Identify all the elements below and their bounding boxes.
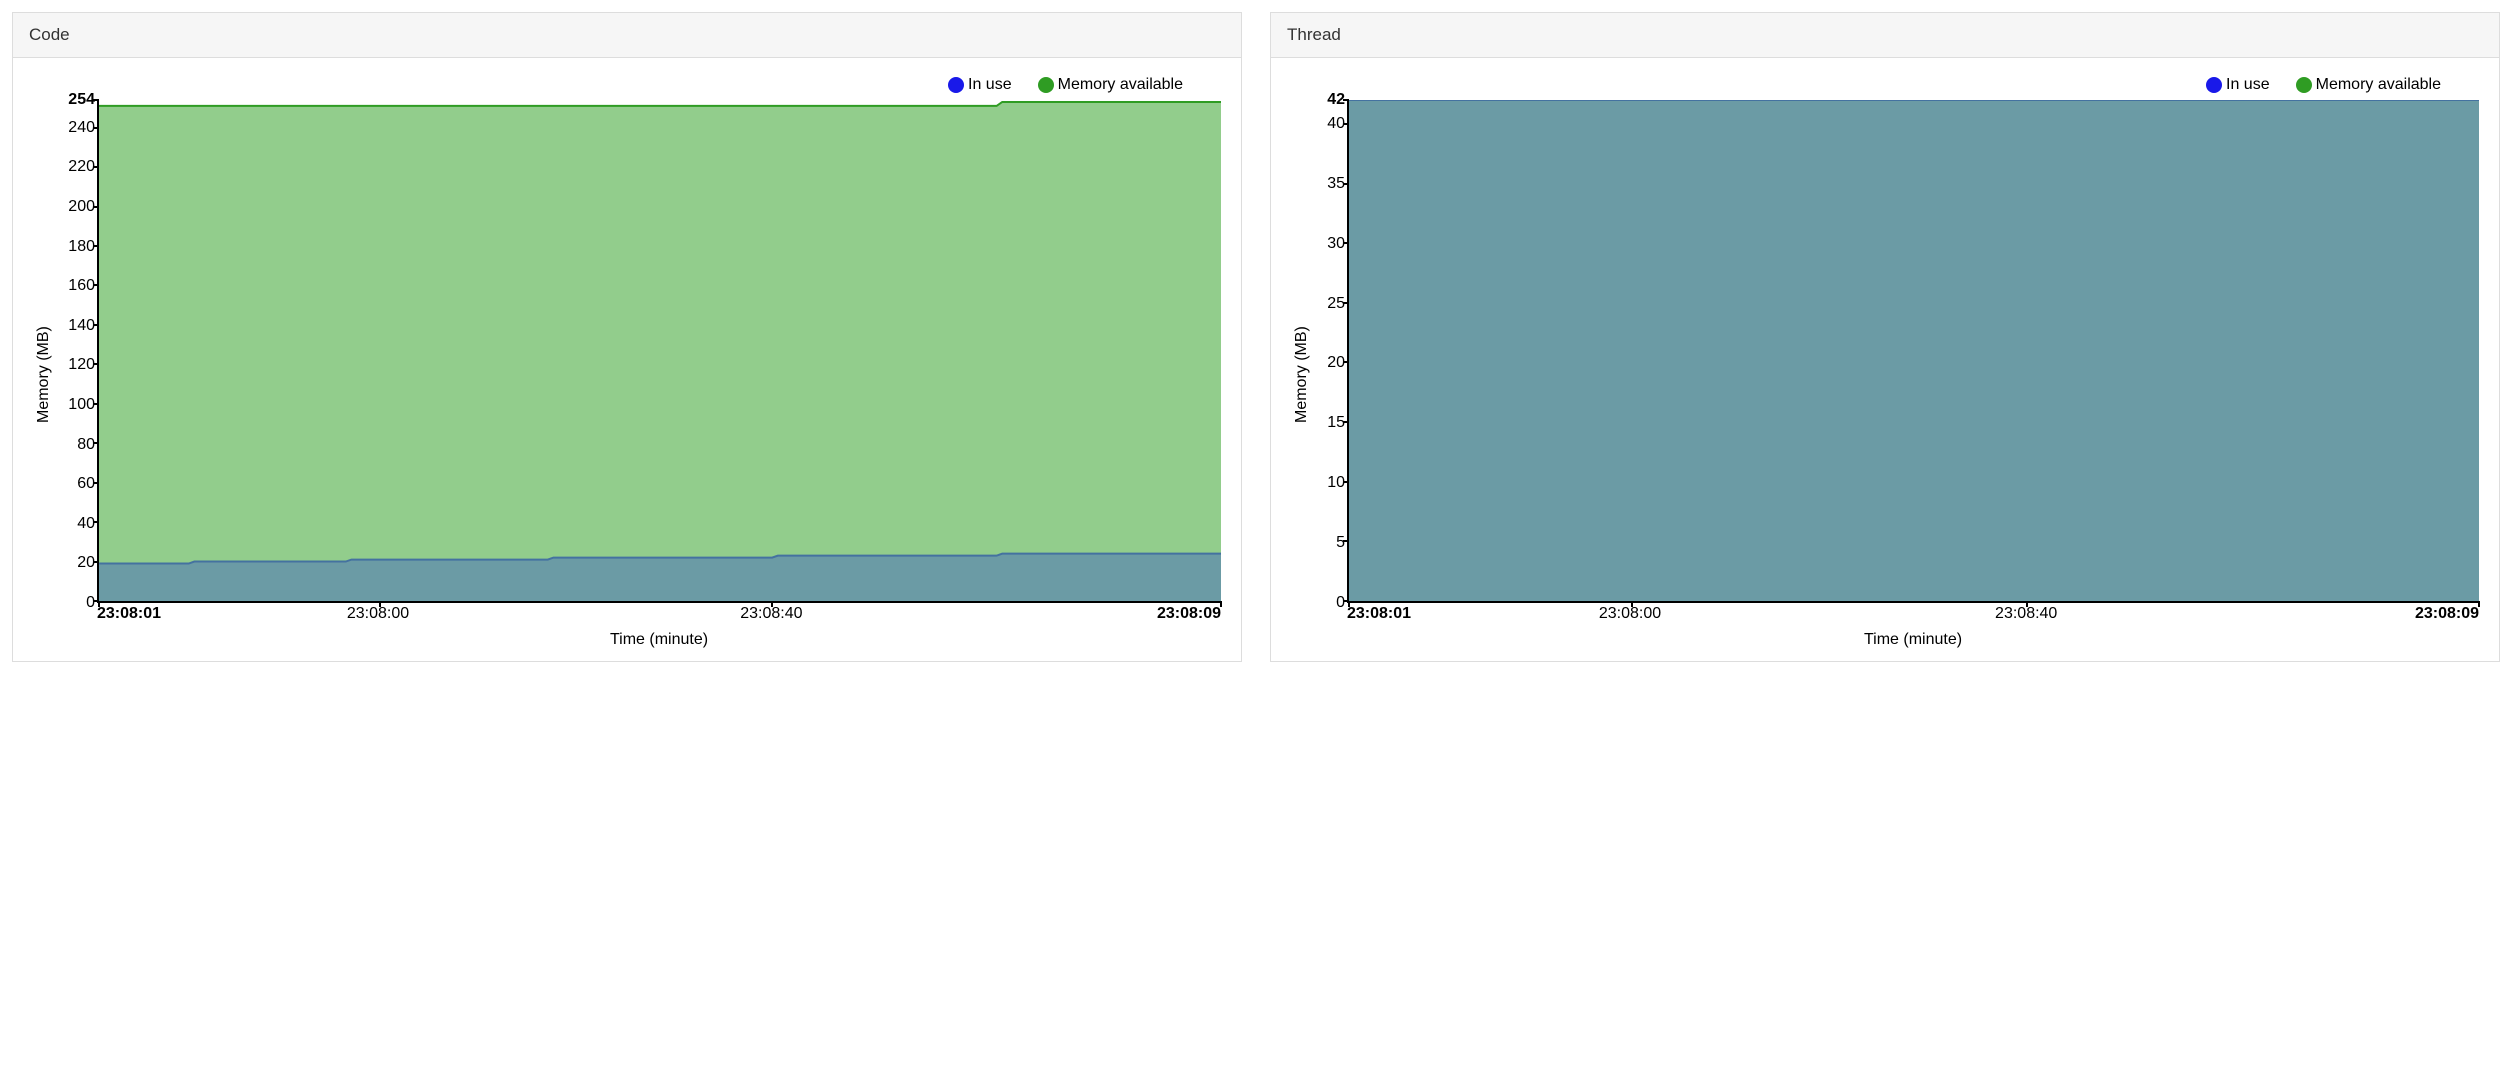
y-tick-label: 160: [68, 278, 95, 294]
x-axis-label: Time (minute): [97, 631, 1221, 649]
y-tick-label: 180: [68, 239, 95, 255]
y-axis-ticks: 424035302520151050: [1313, 100, 1347, 603]
y-tick-label: 10: [1327, 475, 1345, 491]
y-tick-label: 80: [77, 437, 95, 453]
y-tick-label: 254: [68, 92, 95, 108]
x-tick-label: 23:08:01: [1347, 605, 1411, 623]
x-tick-label: 23:08:00: [347, 605, 409, 623]
plot-area[interactable]: [1347, 100, 2479, 603]
y-tick-label: 20: [77, 555, 95, 571]
legend-item-memory-available[interactable]: Memory available: [2296, 76, 2441, 94]
legend-item-memory-available[interactable]: Memory available: [1038, 76, 1183, 94]
panel-thread: Thread In use Memory available Memory (M…: [1270, 12, 2500, 662]
x-tick-label: 23:08:40: [1995, 605, 2057, 623]
plot-column: 23:08:01 23:08:00 23:08:40 23:08:09 Time (m…: [97, 100, 1221, 649]
panel-code: Code In use Memory available Memory (MB)…: [12, 12, 1242, 662]
legend-swatch-icon: [2206, 77, 2222, 93]
legend-label: Memory available: [2316, 76, 2441, 94]
plot-area[interactable]: [97, 100, 1221, 603]
plot-column: 23:08:01 23:08:00 23:08:40 23:08:09 Time (m…: [1347, 100, 2479, 649]
y-tick-label: 0: [86, 595, 95, 611]
legend-swatch-icon: [2296, 77, 2312, 93]
dashboard: Code In use Memory available Memory (MB)…: [12, 12, 2500, 662]
x-axis-ticks: 23:08:01 23:08:00 23:08:40 23:08:09: [1347, 603, 2479, 625]
x-tick-label: 23:08:00: [1599, 605, 1661, 623]
y-tick-label: 0: [1336, 595, 1345, 611]
legend-item-in-use[interactable]: In use: [948, 76, 1012, 94]
chart: Memory (MB) 424035302520151050 23:08:012…: [1291, 100, 2479, 649]
legend-swatch-icon: [1038, 77, 1054, 93]
legend-swatch-icon: [948, 77, 964, 93]
legend: In use Memory available: [1291, 76, 2479, 94]
x-axis-ticks: 23:08:01 23:08:00 23:08:40 23:08:09: [97, 603, 1221, 625]
y-axis-ticks: 254240220200180160140120100806040200: [55, 100, 97, 603]
panel-body: In use Memory available Memory (MB) 2542…: [13, 58, 1241, 661]
legend-item-in-use[interactable]: In use: [2206, 76, 2270, 94]
panel-title: Thread: [1271, 13, 2499, 58]
panel-title: Code: [13, 13, 1241, 58]
y-axis-label: Memory (MB): [33, 100, 55, 649]
legend-label: In use: [968, 76, 1012, 94]
legend-label: Memory available: [1058, 76, 1183, 94]
y-tick-label: 20: [1327, 355, 1345, 371]
x-axis-label: Time (minute): [1347, 631, 2479, 649]
y-tick-label: 5: [1336, 535, 1345, 551]
y-tick-label: 120: [68, 357, 95, 373]
legend-label: In use: [2226, 76, 2270, 94]
x-tick-label: 23:08:40: [740, 605, 802, 623]
y-tick-label: 240: [68, 120, 95, 136]
y-tick-label: 100: [68, 397, 95, 413]
y-tick-label: 40: [77, 516, 95, 532]
chart: Memory (MB) 2542402202001801601401201008…: [33, 100, 1221, 649]
y-axis-label: Memory (MB): [1291, 100, 1313, 649]
y-tick-label: 200: [68, 199, 95, 215]
y-tick-label: 220: [68, 159, 95, 175]
panel-body: In use Memory available Memory (MB) 4240…: [1271, 58, 2499, 661]
x-tick-label: 23:08:01: [97, 605, 161, 623]
x-tick-label: 23:08:09: [1157, 605, 1221, 623]
y-tick-label: 60: [77, 476, 95, 492]
y-tick-label: 15: [1327, 415, 1345, 431]
y-tick-label: 140: [68, 318, 95, 334]
legend: In use Memory available: [33, 76, 1221, 94]
x-tick-label: 23:08:09: [2415, 605, 2479, 623]
